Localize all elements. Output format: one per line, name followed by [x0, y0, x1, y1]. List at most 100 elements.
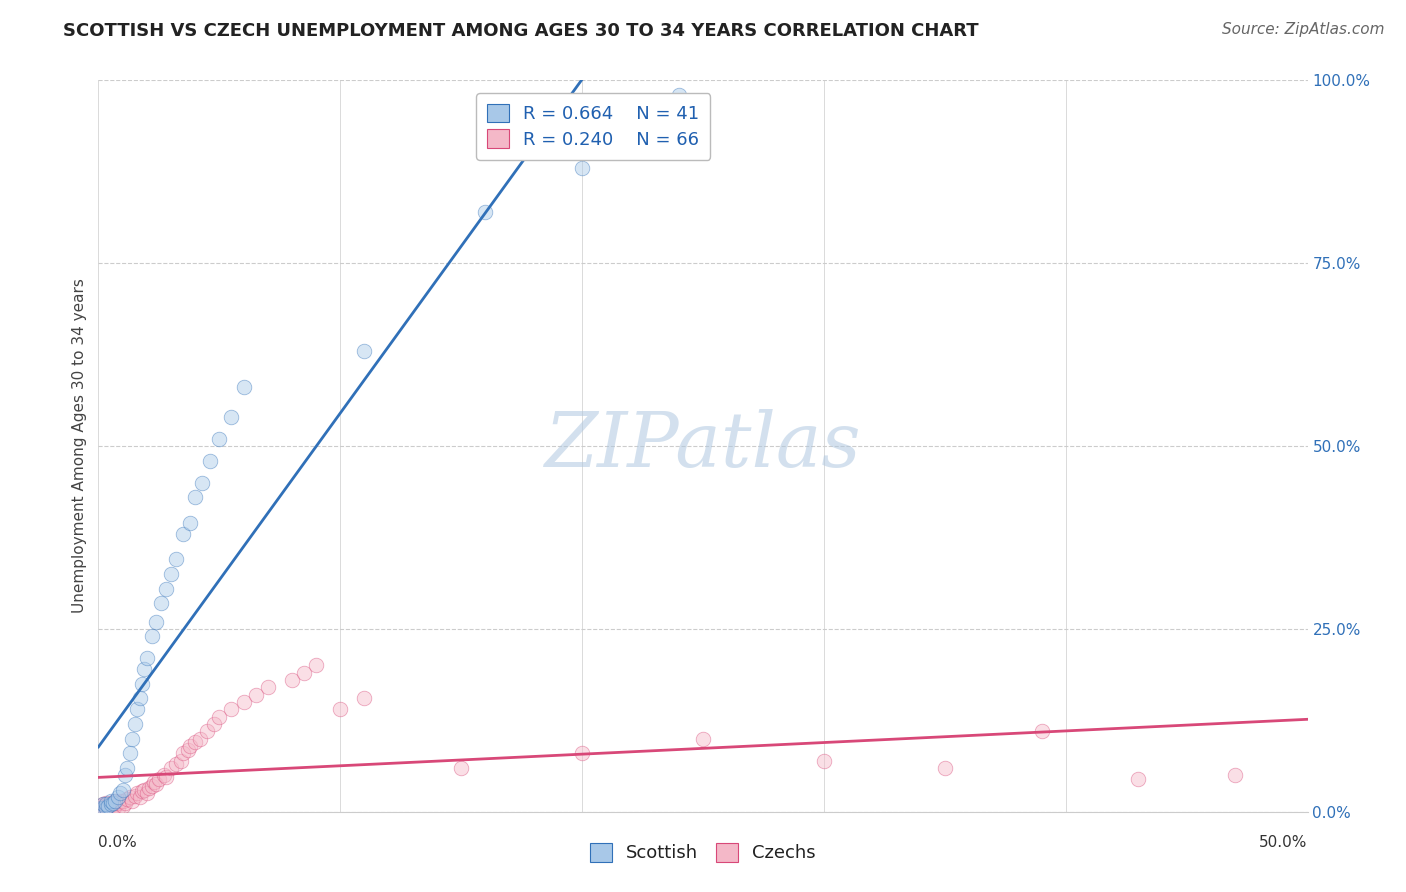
Text: SCOTTISH VS CZECH UNEMPLOYMENT AMONG AGES 30 TO 34 YEARS CORRELATION CHART: SCOTTISH VS CZECH UNEMPLOYMENT AMONG AGE… — [63, 22, 979, 40]
Text: 0.0%: 0.0% — [98, 835, 138, 850]
Point — [134, 782, 156, 797]
Point — [100, 796, 122, 810]
Point — [329, 702, 352, 716]
Point — [100, 794, 122, 808]
Point — [107, 796, 129, 810]
Point — [114, 768, 136, 782]
Point — [111, 782, 134, 797]
Point — [97, 798, 120, 813]
Point — [90, 801, 112, 815]
Text: 50.0%: 50.0% — [1260, 835, 1308, 850]
Point — [101, 796, 124, 810]
Point — [179, 739, 201, 753]
Point — [127, 702, 149, 716]
Point — [450, 761, 472, 775]
Point — [155, 770, 177, 784]
Point — [127, 787, 149, 801]
Point — [934, 761, 956, 775]
Point — [141, 779, 163, 793]
Point — [198, 453, 221, 467]
Point — [101, 797, 124, 812]
Point — [143, 775, 166, 789]
Point — [128, 691, 150, 706]
Point — [145, 777, 167, 791]
Point — [232, 695, 254, 709]
Point — [292, 665, 315, 680]
Point — [184, 735, 207, 749]
Point — [204, 717, 226, 731]
Point — [188, 731, 211, 746]
Point — [191, 475, 214, 490]
Point — [813, 754, 835, 768]
Point — [141, 629, 163, 643]
Point — [124, 789, 146, 803]
Point — [353, 691, 375, 706]
Point — [89, 801, 111, 815]
Point — [91, 801, 114, 815]
Point — [108, 787, 131, 801]
Point — [155, 582, 177, 596]
Point — [114, 796, 136, 810]
Point — [232, 380, 254, 394]
Point — [1031, 724, 1053, 739]
Point — [172, 526, 194, 541]
Point — [94, 796, 117, 810]
Point — [571, 746, 593, 760]
Point — [91, 797, 114, 812]
Point — [111, 798, 134, 813]
Legend: R = 0.664    N = 41, R = 0.240    N = 66: R = 0.664 N = 41, R = 0.240 N = 66 — [477, 93, 710, 160]
Point — [184, 490, 207, 504]
Point — [104, 794, 127, 808]
Point — [1128, 772, 1150, 786]
Point — [128, 790, 150, 805]
Point — [135, 651, 157, 665]
Point — [160, 761, 183, 775]
Point — [121, 731, 143, 746]
Point — [138, 781, 160, 796]
Legend: Scottish, Czechs: Scottish, Czechs — [582, 836, 824, 870]
Point — [692, 731, 714, 746]
Point — [179, 516, 201, 530]
Point — [124, 717, 146, 731]
Point — [256, 681, 278, 695]
Point — [94, 801, 117, 815]
Point — [208, 709, 231, 723]
Point — [1223, 768, 1246, 782]
Point — [571, 161, 593, 175]
Point — [90, 798, 112, 813]
Point — [145, 615, 167, 629]
Point — [104, 798, 127, 813]
Point — [104, 794, 127, 808]
Point — [245, 688, 267, 702]
Point — [353, 343, 375, 358]
Text: ZIPatlas: ZIPatlas — [544, 409, 862, 483]
Point — [94, 801, 117, 815]
Point — [134, 662, 156, 676]
Point — [165, 552, 187, 566]
Point — [111, 794, 134, 808]
Point — [107, 790, 129, 805]
Point — [97, 801, 120, 815]
Point — [131, 676, 153, 690]
Text: Source: ZipAtlas.com: Source: ZipAtlas.com — [1222, 22, 1385, 37]
Point — [165, 757, 187, 772]
Point — [90, 801, 112, 815]
Point — [474, 205, 496, 219]
Point — [281, 673, 304, 687]
Point — [118, 746, 141, 760]
Point — [100, 801, 122, 815]
Point — [160, 567, 183, 582]
Point — [208, 432, 231, 446]
Point — [117, 791, 139, 805]
Point — [117, 761, 139, 775]
Point — [97, 797, 120, 812]
Point — [121, 794, 143, 808]
Point — [221, 702, 243, 716]
Point — [135, 787, 157, 801]
Point — [177, 742, 200, 756]
Point — [131, 784, 153, 798]
Point — [100, 797, 122, 812]
Point — [94, 797, 117, 812]
Point — [94, 798, 117, 813]
Point — [305, 658, 328, 673]
